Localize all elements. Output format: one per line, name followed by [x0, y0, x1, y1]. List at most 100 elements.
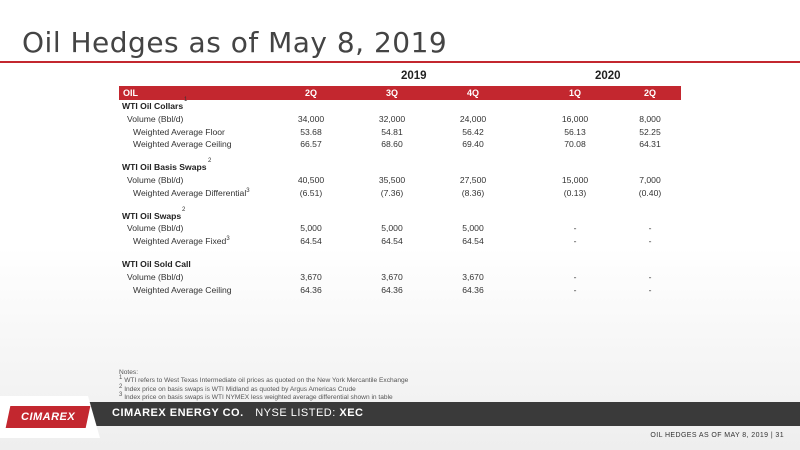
year-headers: 2019 2020 — [0, 70, 800, 84]
section-header-row: WTI Oil Basis Swaps 2 — [122, 158, 212, 173]
logo-text: CIMAREX — [20, 411, 76, 423]
section-title: WTI Oil Sold Call — [122, 258, 191, 269]
row-label: Weighted Average Floor — [133, 126, 225, 137]
table-cell: (6.51) — [299, 187, 323, 198]
table-cell: (0.13) — [563, 187, 587, 198]
footnote-marker: 3 — [246, 187, 250, 194]
table-row: Weighted Average Floor 53.68 54.81 56.42 56.… — [119, 127, 681, 140]
table-cell: 56.42 — [462, 126, 484, 137]
table-cell: 69.40 — [462, 139, 484, 150]
table-header-bar: OIL 2Q 3Q 4Q 1Q 2Q — [119, 86, 681, 100]
table-cell: - — [648, 223, 652, 234]
section-title: WTI Oil Swaps — [122, 210, 182, 221]
nyse-label: NYSE LISTED: — [255, 407, 336, 419]
hedge-table: WTI Oil Collars 1 Volume (Bbl/d) 34,000 32,0… — [119, 97, 681, 298]
header-quarter: 2Q — [304, 88, 317, 98]
row-label: Weighted Average Ceiling — [133, 284, 232, 295]
table-cell: 64.36 — [462, 284, 484, 295]
table-cell: 56.13 — [564, 126, 586, 137]
table-cell: 68.60 — [381, 139, 403, 150]
table-cell: 24,000 — [459, 113, 487, 124]
ticker-symbol: XEC — [339, 407, 364, 419]
section-gap — [119, 249, 681, 259]
footer-band — [0, 402, 800, 426]
table-cell: - — [573, 223, 577, 234]
table-cell: 35,500 — [378, 174, 406, 185]
table-cell: 52.25 — [639, 126, 661, 137]
table-row: Weighted Average Differential3 (6.51) (7.3… — [119, 188, 681, 201]
header-quarter: 2Q — [643, 88, 656, 98]
table-cell: - — [573, 236, 577, 247]
table-cell: 3,670 — [462, 271, 484, 282]
table-cell: 15,000 — [561, 174, 589, 185]
page-title: Oil Hedges as of May 8, 2019 — [22, 26, 448, 59]
table-row: Volume (Bbl/d) 34,000 32,000 24,000 16,000 8,… — [119, 114, 681, 127]
title-divider — [0, 61, 800, 63]
section-header-row: WTI Oil Swaps 2 — [122, 206, 186, 221]
table-cell: (0.40) — [638, 187, 662, 198]
header-quarter: 1Q — [568, 88, 581, 98]
row-label: Weighted Average Differential3 — [133, 187, 250, 198]
table-cell: 3,670 — [381, 271, 403, 282]
table-cell: 64.31 — [639, 139, 661, 150]
table-row: Weighted Average Ceiling 66.57 68.60 69.40 7… — [119, 139, 681, 152]
table-cell: 3,670 — [300, 271, 322, 282]
table-row: Volume (Bbl/d) 3,670 3,670 3,670 - - — [119, 272, 681, 285]
table-cell: 34,000 — [297, 113, 325, 124]
table-cell: 53.68 — [300, 126, 322, 137]
table-cell: 64.36 — [300, 284, 322, 295]
notes-heading: Notes: — [119, 369, 139, 376]
year-2019: 2019 — [401, 70, 427, 82]
table-cell: 70.08 — [564, 139, 586, 150]
table-cell: 64.54 — [300, 236, 322, 247]
table-cell: 64.54 — [381, 236, 403, 247]
section-header-row: WTI Oil Collars 1 — [122, 97, 188, 111]
table-cell: (8.36) — [461, 187, 485, 198]
note-item: 3 Index price on basis swaps is WTI NYME… — [119, 392, 393, 402]
section-header-row: WTI Oil Sold Call — [119, 259, 681, 272]
table-row: Volume (Bbl/d) 40,500 35,500 27,500 15,000 7,… — [119, 175, 681, 188]
section-gap — [119, 201, 681, 211]
table-cell: 64.36 — [381, 284, 403, 295]
table-cell: 5,000 — [462, 223, 484, 234]
note-item: 2 Index price on basis swaps is WTI Midl… — [119, 383, 356, 393]
note-item: 1 WTI refers to West Texas Intermediate … — [119, 375, 409, 385]
table-cell: - — [648, 284, 652, 295]
row-label: Weighted Average Fixed3 — [133, 236, 230, 247]
table-cell: 32,000 — [378, 113, 406, 124]
row-label: Volume (Bbl/d) — [127, 113, 184, 124]
page-number: 31 — [775, 432, 784, 439]
header-quarter: 3Q — [385, 88, 398, 98]
section-title: WTI Oil Basis Swaps — [122, 162, 207, 173]
table-cell: 5,000 — [300, 223, 322, 234]
table-cell: 54.81 — [381, 126, 403, 137]
header-quarter: 4Q — [466, 88, 479, 98]
table-cell: 27,500 — [459, 174, 487, 185]
table-cell: 7,000 — [639, 174, 661, 185]
table-cell: 16,000 — [561, 113, 589, 124]
row-label: Volume (Bbl/d) — [127, 271, 184, 282]
row-label: Volume (Bbl/d) — [127, 174, 184, 185]
table-row: Weighted Average Fixed3 64.54 64.54 64.54 - - — [119, 236, 681, 249]
company-name: CIMAREX ENERGY CO. — [112, 407, 244, 419]
row-label: Volume (Bbl/d) — [127, 223, 184, 234]
table-cell: - — [648, 271, 652, 282]
table-cell: - — [573, 271, 577, 282]
table-cell: (7.36) — [380, 187, 404, 198]
section-title: WTI Oil Collars — [122, 101, 184, 111]
company-logo: CIMAREX — [0, 396, 100, 438]
table-row: Weighted Average Ceiling 64.36 64.36 64.36 -… — [119, 285, 681, 298]
footer-company-line: CIMAREX ENERGY CO. NYSE LISTED: XEC — [112, 407, 363, 419]
year-2020: 2020 — [595, 70, 621, 82]
table-cell: 40,500 — [297, 174, 325, 185]
footnote-marker: 3 — [226, 236, 230, 243]
table-cell: 8,000 — [639, 113, 661, 124]
page-footer-label: OIL HEDGES AS OF MAY 8, 2019 | 31 — [650, 432, 784, 439]
notes: Notes: 1 WTI refers to West Texas Interm… — [119, 369, 408, 403]
header-oil-label: OIL — [123, 88, 138, 98]
section-gap — [119, 152, 681, 162]
table-row: Volume (Bbl/d) 5,000 5,000 5,000 - - — [119, 223, 681, 236]
table-cell: 5,000 — [381, 223, 403, 234]
row-label: Weighted Average Ceiling — [133, 139, 232, 150]
table-cell: 66.57 — [300, 139, 322, 150]
